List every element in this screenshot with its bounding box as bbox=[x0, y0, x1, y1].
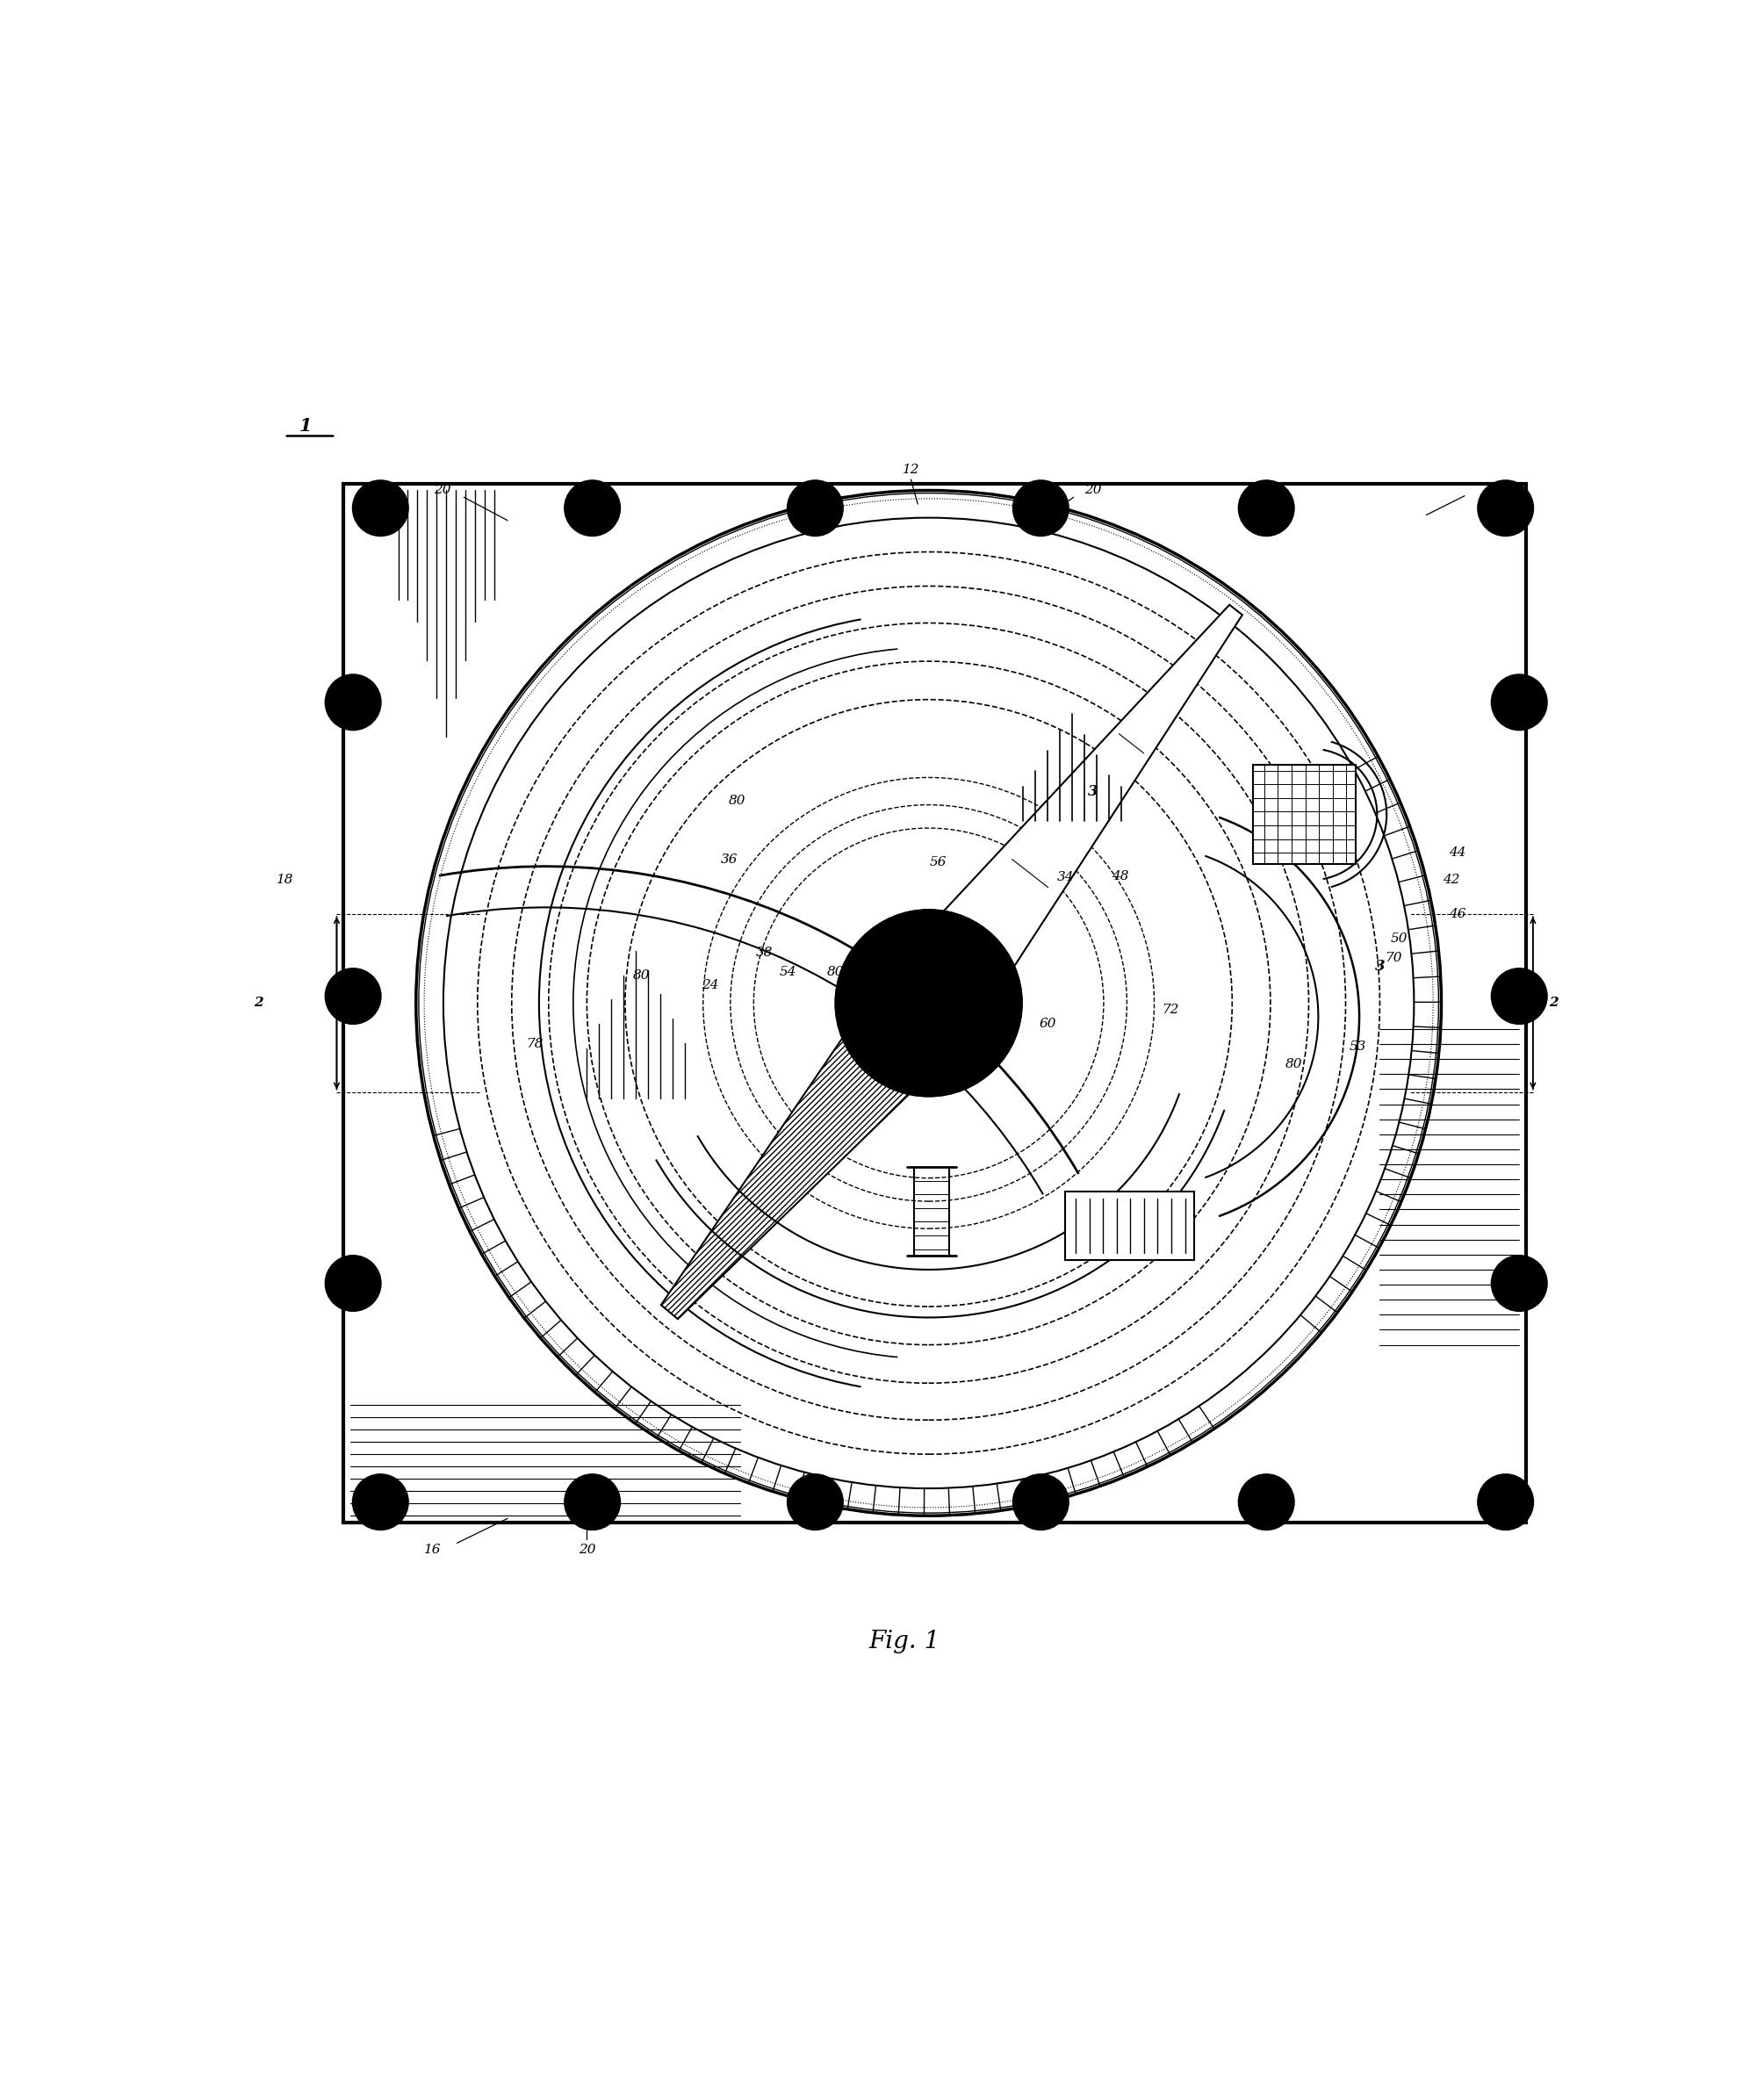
Circle shape bbox=[564, 1475, 619, 1530]
Text: 54: 54 bbox=[780, 966, 796, 978]
Circle shape bbox=[1238, 481, 1293, 535]
Text: 10: 10 bbox=[988, 1011, 1004, 1024]
Circle shape bbox=[880, 953, 977, 1053]
Text: 80: 80 bbox=[827, 966, 845, 978]
Text: 42: 42 bbox=[1443, 874, 1459, 887]
Circle shape bbox=[1259, 502, 1274, 514]
Circle shape bbox=[353, 481, 407, 535]
Circle shape bbox=[903, 978, 953, 1028]
Polygon shape bbox=[887, 606, 1242, 1034]
Text: 22: 22 bbox=[963, 1030, 981, 1043]
Circle shape bbox=[808, 502, 822, 514]
Text: 43: 43 bbox=[871, 966, 887, 978]
Circle shape bbox=[789, 1475, 843, 1530]
Text: 3: 3 bbox=[1088, 785, 1097, 799]
Circle shape bbox=[1478, 481, 1533, 535]
Circle shape bbox=[346, 695, 360, 710]
Circle shape bbox=[586, 502, 600, 514]
Text: 2: 2 bbox=[1549, 997, 1558, 1009]
Circle shape bbox=[836, 909, 1021, 1097]
Circle shape bbox=[353, 1475, 407, 1530]
Circle shape bbox=[1512, 695, 1526, 710]
Text: 72: 72 bbox=[1162, 1003, 1178, 1016]
Text: 20: 20 bbox=[434, 485, 450, 497]
Circle shape bbox=[1499, 1496, 1512, 1509]
Text: 34: 34 bbox=[1057, 872, 1074, 884]
Text: 78: 78 bbox=[526, 1038, 543, 1051]
Text: 80: 80 bbox=[1286, 1059, 1302, 1072]
Text: 36: 36 bbox=[720, 853, 737, 866]
Text: 12: 12 bbox=[903, 464, 919, 477]
Text: 2: 2 bbox=[254, 997, 263, 1009]
Text: 18: 18 bbox=[277, 874, 293, 887]
Circle shape bbox=[346, 988, 360, 1003]
Circle shape bbox=[1492, 970, 1547, 1024]
Circle shape bbox=[789, 481, 843, 535]
Text: 14: 14 bbox=[1485, 485, 1503, 497]
Circle shape bbox=[1259, 1496, 1274, 1509]
Circle shape bbox=[1492, 674, 1547, 730]
Bar bbox=[1254, 766, 1357, 864]
Circle shape bbox=[564, 481, 619, 535]
Circle shape bbox=[1238, 1475, 1293, 1530]
Circle shape bbox=[1034, 1496, 1048, 1509]
Text: 24: 24 bbox=[702, 980, 718, 991]
Circle shape bbox=[1013, 1475, 1067, 1530]
Text: 60: 60 bbox=[1039, 1018, 1057, 1030]
Circle shape bbox=[919, 993, 938, 1013]
Text: 52: 52 bbox=[984, 986, 1002, 999]
Circle shape bbox=[1034, 502, 1048, 514]
Circle shape bbox=[1499, 502, 1512, 514]
Text: 20: 20 bbox=[579, 1544, 596, 1557]
Text: 80: 80 bbox=[729, 795, 746, 807]
Bar bbox=[344, 483, 1526, 1523]
Text: 48: 48 bbox=[1111, 870, 1129, 882]
Text: Fig. 1: Fig. 1 bbox=[868, 1629, 940, 1652]
Polygon shape bbox=[662, 970, 968, 1319]
Text: 56: 56 bbox=[930, 855, 947, 868]
Text: 58: 58 bbox=[1002, 980, 1020, 991]
Circle shape bbox=[374, 1496, 388, 1509]
Text: 46: 46 bbox=[1450, 907, 1466, 920]
Circle shape bbox=[1013, 481, 1067, 535]
Bar bbox=[344, 483, 1526, 1523]
Circle shape bbox=[808, 1496, 822, 1509]
Text: 53: 53 bbox=[1349, 1040, 1367, 1053]
Bar bbox=[1065, 1192, 1194, 1261]
Text: 38: 38 bbox=[757, 947, 773, 959]
Text: 16: 16 bbox=[423, 1544, 441, 1557]
Text: 80: 80 bbox=[633, 970, 651, 982]
Circle shape bbox=[326, 674, 381, 730]
Text: 80: 80 bbox=[961, 970, 979, 982]
Text: 70: 70 bbox=[1385, 951, 1402, 964]
Circle shape bbox=[1512, 1276, 1526, 1290]
Circle shape bbox=[1478, 1475, 1533, 1530]
Text: 3: 3 bbox=[1374, 959, 1385, 974]
Circle shape bbox=[374, 502, 388, 514]
Circle shape bbox=[346, 1276, 360, 1290]
Circle shape bbox=[416, 491, 1441, 1515]
Circle shape bbox=[1492, 1257, 1547, 1311]
Text: 44: 44 bbox=[1450, 847, 1466, 859]
Circle shape bbox=[326, 970, 381, 1024]
Circle shape bbox=[1512, 988, 1526, 1003]
Text: 40: 40 bbox=[898, 955, 916, 968]
Text: 45: 45 bbox=[947, 1001, 965, 1013]
Text: 20: 20 bbox=[1085, 485, 1101, 497]
Circle shape bbox=[326, 1257, 381, 1311]
Circle shape bbox=[586, 1496, 600, 1509]
Text: 50: 50 bbox=[1390, 932, 1408, 945]
Text: 1: 1 bbox=[298, 418, 312, 435]
